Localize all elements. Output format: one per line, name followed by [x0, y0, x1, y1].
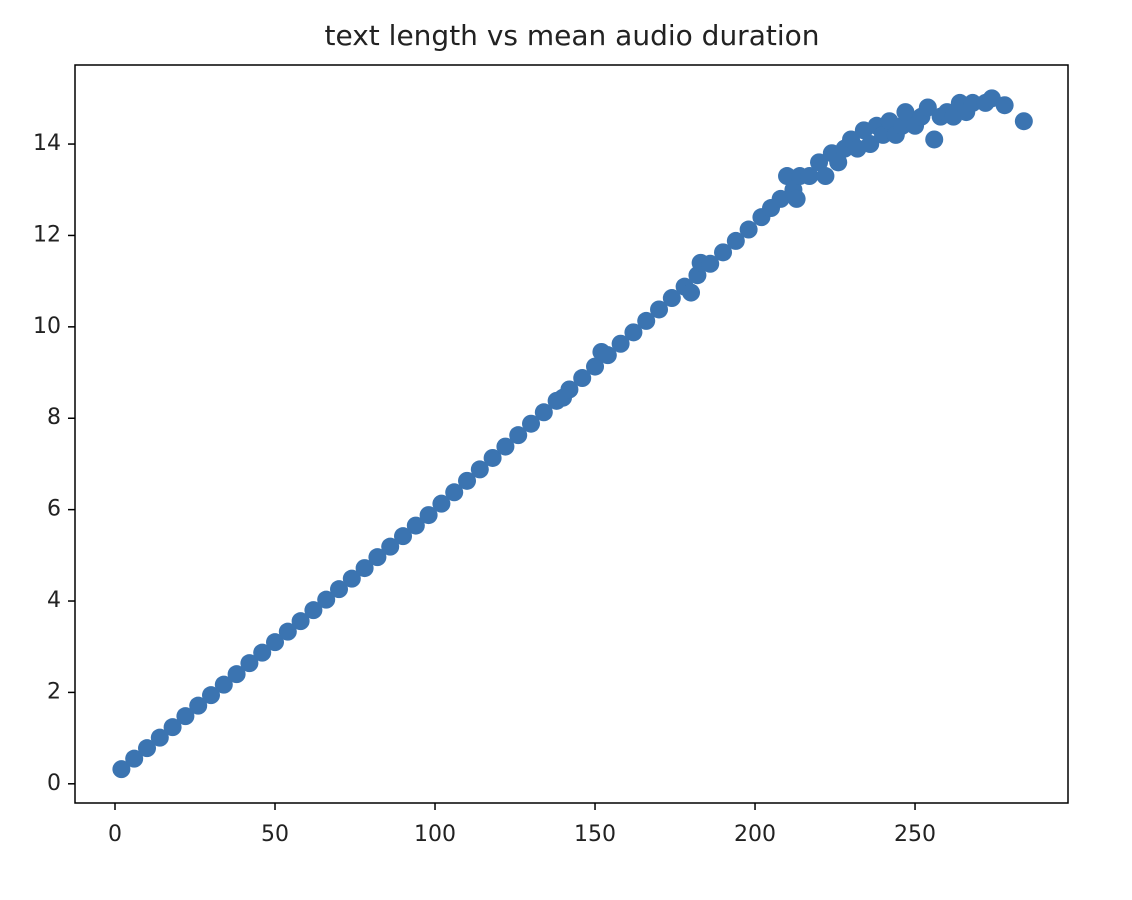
point [163, 718, 182, 737]
point [150, 728, 169, 747]
point [611, 334, 630, 353]
y-tick-label: 8 [47, 405, 61, 430]
point [304, 601, 323, 620]
point [682, 283, 701, 302]
point [509, 426, 528, 445]
point [534, 403, 553, 422]
point [995, 96, 1014, 115]
y-tick-label: 0 [47, 771, 61, 796]
point [445, 483, 464, 502]
point [278, 622, 297, 641]
point [893, 116, 912, 135]
point [714, 243, 733, 262]
x-tick-label: 100 [414, 822, 456, 847]
point [522, 414, 541, 433]
point [701, 254, 720, 273]
point [829, 153, 848, 172]
point [778, 167, 797, 186]
y-tick-label: 14 [33, 131, 61, 156]
x-tick-label: 50 [261, 822, 289, 847]
point [800, 167, 819, 186]
point [963, 93, 982, 112]
point [266, 633, 285, 652]
point [483, 448, 502, 467]
point [496, 437, 515, 456]
chart-title: text length vs mean audio duration [325, 19, 820, 52]
point [637, 311, 656, 330]
point [662, 289, 681, 308]
point [432, 494, 451, 513]
point [317, 590, 336, 609]
point [240, 654, 259, 673]
point [896, 103, 915, 122]
point [355, 559, 374, 578]
x-tick-label: 0 [108, 822, 122, 847]
point [214, 675, 233, 694]
point [381, 537, 400, 556]
point [227, 665, 246, 684]
point [125, 749, 144, 768]
y-tick-label: 12 [33, 222, 61, 247]
point [368, 548, 387, 567]
y-tick-label: 4 [47, 588, 61, 613]
point [470, 460, 489, 479]
point [1014, 112, 1033, 131]
point [598, 346, 617, 365]
point [918, 98, 937, 117]
point [394, 527, 413, 546]
point [586, 357, 605, 376]
point [138, 739, 157, 758]
point [189, 696, 208, 715]
point [650, 300, 669, 319]
x-tick-label: 200 [734, 822, 776, 847]
point [176, 707, 195, 726]
point [787, 189, 806, 208]
point [810, 153, 829, 172]
point [874, 125, 893, 144]
point [560, 380, 579, 399]
point [739, 220, 758, 239]
point [406, 516, 425, 535]
point [624, 323, 643, 342]
point [342, 569, 361, 588]
y-tick-label: 2 [47, 679, 61, 704]
point [291, 612, 310, 631]
point [458, 471, 477, 490]
x-tick-label: 150 [574, 822, 616, 847]
y-tick-label: 6 [47, 497, 61, 522]
plot-frame [74, 64, 1069, 804]
y-tick-label: 10 [33, 314, 61, 339]
point [925, 130, 944, 149]
point [816, 167, 835, 186]
point [330, 580, 349, 599]
point [202, 686, 221, 705]
point [573, 369, 592, 388]
point [771, 189, 790, 208]
point [726, 231, 745, 250]
point [419, 506, 438, 525]
point [861, 135, 880, 154]
point [112, 760, 131, 779]
point [253, 643, 272, 662]
x-tick-label: 250 [894, 822, 936, 847]
